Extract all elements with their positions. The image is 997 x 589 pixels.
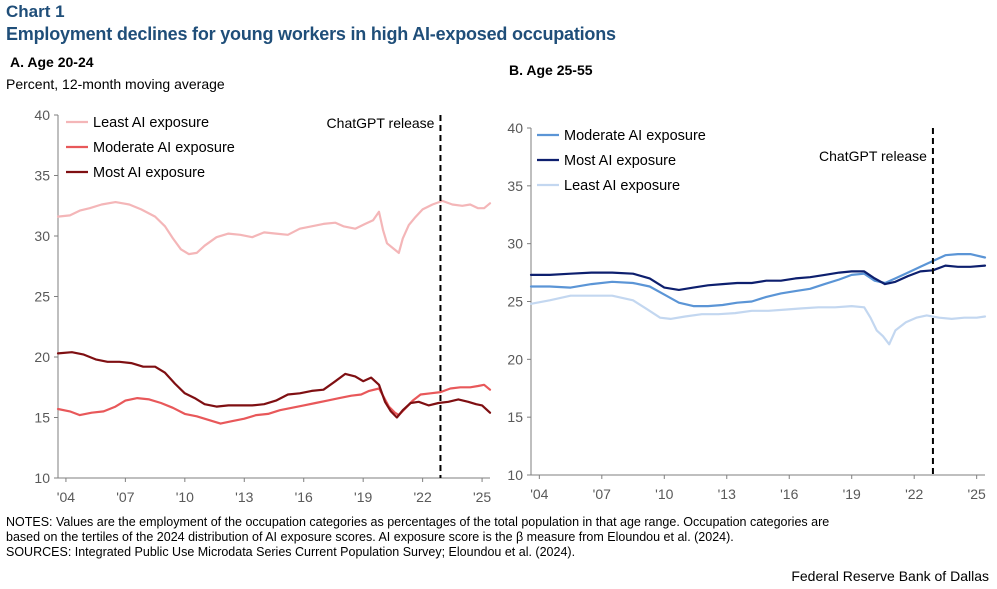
panel-b-y-tick-label: 10 <box>507 467 523 483</box>
panel-a-y-tick-label: 20 <box>34 349 50 365</box>
panel-a-legend-label: Most AI exposure <box>93 165 205 181</box>
notes-line-1: NOTES: Values are the employment of the … <box>6 515 830 529</box>
panel-a-x-tick-label: '25 <box>473 489 491 505</box>
panel-a-x-tick-label: '22 <box>413 489 431 505</box>
notes-line-2: based on the tertiles of the 2024 distri… <box>6 530 734 544</box>
panel-a-y-tick-label: 25 <box>34 289 50 305</box>
panel-a-x-tick-label: '04 <box>57 489 75 505</box>
panel-b-x-tick-label: '19 <box>843 486 861 502</box>
panel-b-x-tick-label: '10 <box>655 486 673 502</box>
panel-b-y-tick-label: 15 <box>507 409 523 425</box>
panel-b-series-moderate-b <box>529 253 987 308</box>
panel-b-y-tick-label: 30 <box>507 236 523 252</box>
panel-a-x-tick-label: '13 <box>235 489 253 505</box>
panel-a-series-most-a <box>56 351 492 419</box>
units-label: Percent, 12-month moving average <box>6 76 225 92</box>
notes-line-3: SOURCES: Integrated Public Use Microdata… <box>6 545 576 559</box>
panel-a-y-tick-label: 30 <box>34 228 50 244</box>
notes: NOTES: Values are the employment of the … <box>6 515 996 560</box>
chart-label: Chart 1 <box>6 2 65 21</box>
panel-a-x-tick-label: '07 <box>116 489 134 505</box>
panel-b-y-tick-label: 40 <box>507 120 523 136</box>
panel-b-x-tick-label: '04 <box>530 486 548 502</box>
panel-b-series-least-b <box>529 294 987 346</box>
panel-a-series-moderate-a <box>56 383 492 425</box>
panel-a-y-tick-label: 40 <box>34 107 50 123</box>
panel-a-title: A. Age 20-24 <box>10 54 94 70</box>
panel-b-x-tick-label: '16 <box>780 486 798 502</box>
panel-b-x-tick-label: '13 <box>718 486 736 502</box>
panel-b-y-tick-label: 25 <box>507 294 523 310</box>
panel-b-x-tick-label: '07 <box>593 486 611 502</box>
panel-a-y-tick-label: 15 <box>34 410 50 426</box>
panel-b-title: B. Age 25-55 <box>509 62 593 78</box>
panel-a-chatgpt-release-label: ChatGPT release <box>327 115 435 131</box>
panel-b-y-tick-label: 35 <box>507 178 523 194</box>
panel-a-x-tick-label: '16 <box>295 489 313 505</box>
panel-a-legend-label: Moderate AI exposure <box>93 140 235 156</box>
chart-title: Employment declines for young workers in… <box>6 24 616 44</box>
panel-b-y-tick-label: 20 <box>507 351 523 367</box>
panel-a-x-tick-label: '19 <box>354 489 372 505</box>
panel-b-legend-label: Most AI exposure <box>564 153 676 169</box>
panel-a-y-tick-label: 10 <box>34 470 50 486</box>
panel-b-x-tick-label: '22 <box>905 486 923 502</box>
panel-b-x-tick-label: '25 <box>968 486 986 502</box>
panel-a-legend-label: Least AI exposure <box>93 115 209 131</box>
panel-a-series-least-a <box>56 199 492 256</box>
panel-a-x-tick-label: '10 <box>176 489 194 505</box>
panel-b-legend-label: Least AI exposure <box>564 178 680 194</box>
source-credit: Federal Reserve Bank of Dallas <box>791 568 989 584</box>
panel-b-series-most-b <box>529 264 987 291</box>
panel-a-y-tick-label: 35 <box>34 168 50 184</box>
panel-b-legend-label: Moderate AI exposure <box>564 128 706 144</box>
panel-b-chatgpt-release-label: ChatGPT release <box>819 148 927 164</box>
